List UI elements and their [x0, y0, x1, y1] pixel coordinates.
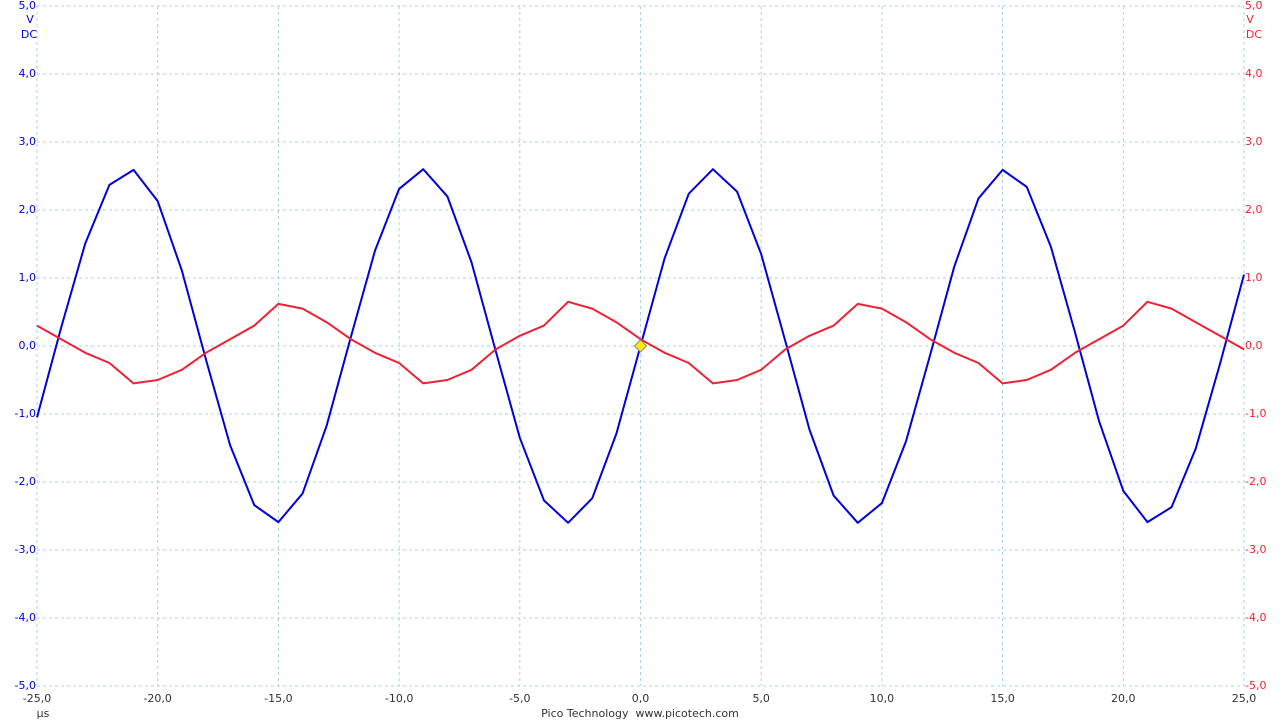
trigger-marker — [633, 339, 648, 353]
y-tick-label: -5,0 — [15, 679, 36, 692]
y-tick-label: 2,0 — [19, 203, 37, 216]
x-tick-label: -10,0 — [385, 692, 413, 705]
y-tick-label: 1,0 — [19, 271, 37, 284]
x-tick-label: 10,0 — [870, 692, 895, 705]
y-coupling: DC — [21, 28, 37, 41]
x-tick-label: 15,0 — [990, 692, 1015, 705]
y-tick-label: -3,0 — [15, 543, 36, 556]
y-tick-label: 4,0 — [19, 67, 37, 80]
y-unit: V — [26, 13, 34, 26]
x-tick-label: 5,0 — [752, 692, 770, 705]
y2-tick-label: -4,0 — [1245, 611, 1266, 624]
y2-tick-label: 1,0 — [1245, 271, 1263, 284]
y-tick-label: 5,0 — [19, 0, 37, 12]
y-tick-label: -1,0 — [15, 407, 36, 420]
x-tick-label: 25,0 — [1232, 692, 1257, 705]
y2-tick-label: 5,0 — [1245, 0, 1263, 12]
y2-tick-label: 0,0 — [1245, 339, 1263, 352]
x-tick-label: 0,0 — [632, 692, 650, 705]
y2-tick-label: 2,0 — [1245, 203, 1263, 216]
y-tick-label: 0,0 — [19, 339, 37, 352]
y2-tick-label: -1,0 — [1245, 407, 1266, 420]
y-tick-label: 3,0 — [19, 135, 37, 148]
x-tick-label: -25,0 — [23, 692, 51, 705]
x-tick-label: -15,0 — [264, 692, 292, 705]
y2-tick-label: -5,0 — [1245, 679, 1266, 692]
x-tick-label: -5,0 — [509, 692, 530, 705]
y2-unit: V — [1246, 13, 1254, 26]
x-unit: µs — [37, 707, 50, 720]
x-tick-label: -20,0 — [143, 692, 171, 705]
y2-coupling: DC — [1246, 28, 1262, 41]
footer: Pico Technology www.picotech.com — [541, 707, 739, 720]
series-line — [36, 300, 1245, 385]
y2-tick-label: 4,0 — [1245, 67, 1263, 80]
y2-tick-label: -3,0 — [1245, 543, 1266, 556]
y2-tick-label: -2,0 — [1245, 475, 1266, 488]
y-tick-label: -2,0 — [15, 475, 36, 488]
x-tick-label: 20,0 — [1111, 692, 1136, 705]
y-tick-label: -4,0 — [15, 611, 36, 624]
y2-tick-label: 3,0 — [1245, 135, 1263, 148]
